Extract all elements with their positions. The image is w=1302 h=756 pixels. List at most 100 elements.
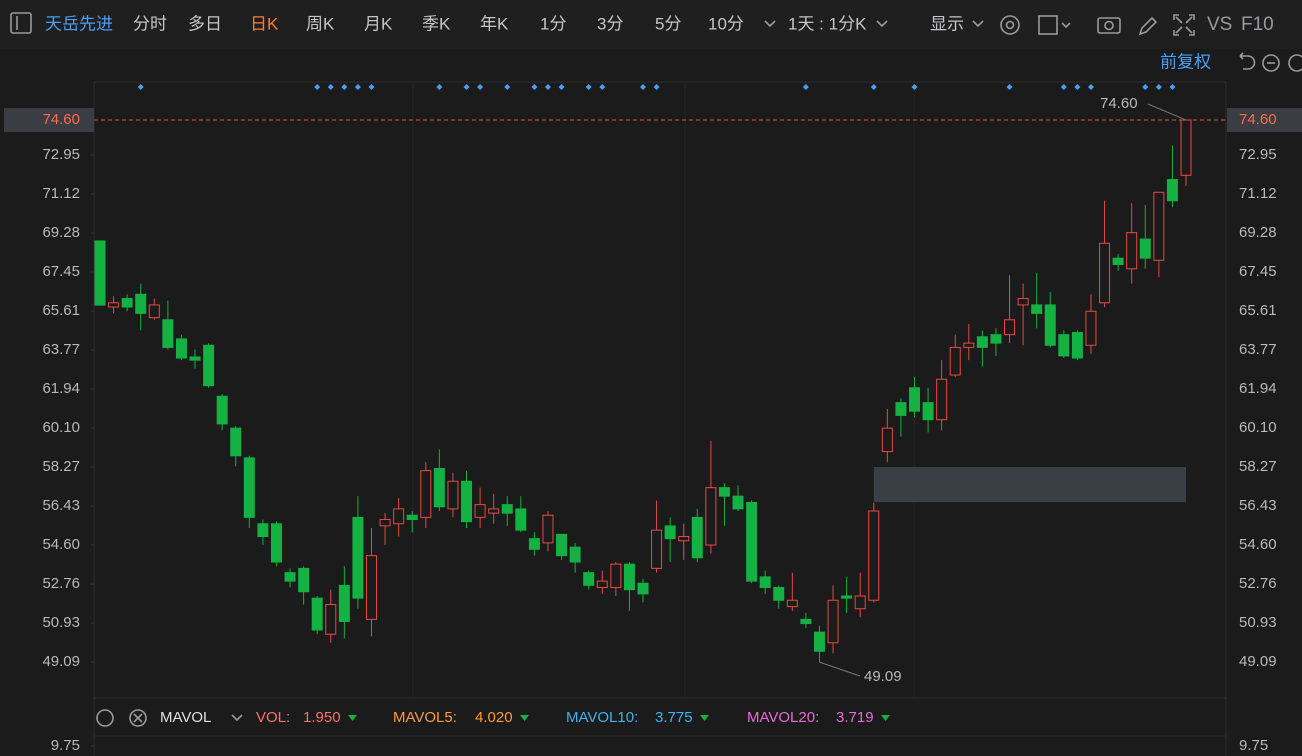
event-marker[interactable] xyxy=(911,84,918,90)
event-marker[interactable] xyxy=(463,84,470,90)
candle-body xyxy=(1112,257,1124,266)
y-tick-label-right: 72.95 xyxy=(1239,146,1277,163)
vs-button[interactable]: VS xyxy=(1207,14,1232,35)
icon-part xyxy=(133,713,143,723)
volume-legend-name: MAVOL5: xyxy=(393,709,457,726)
event-marker[interactable] xyxy=(341,84,348,90)
event-marker[interactable] xyxy=(585,84,592,90)
candle-body xyxy=(379,519,391,527)
candle-body xyxy=(718,487,730,497)
candle-body xyxy=(325,604,337,635)
y-tick-label: 52.76 xyxy=(42,575,80,592)
timeframe-tab[interactable]: 3分 xyxy=(597,14,623,33)
y-tick-label-right: 54.60 xyxy=(1239,536,1277,553)
stock-name[interactable]: 天岳先进 xyxy=(45,14,113,33)
candle-body xyxy=(135,293,147,314)
style-icon[interactable] xyxy=(1038,15,1058,35)
undo-icon[interactable] xyxy=(1239,52,1256,70)
timeframe-tab[interactable]: 分时 xyxy=(133,14,167,33)
volume-indicator[interactable]: MAVOL xyxy=(160,709,211,726)
timeframe-tab[interactable]: 10分 xyxy=(708,14,744,33)
candle-body xyxy=(881,427,893,453)
event-marker[interactable] xyxy=(436,84,443,90)
dropdown[interactable] xyxy=(972,20,984,28)
event-marker[interactable] xyxy=(544,84,551,90)
event-marker[interactable] xyxy=(802,84,809,90)
candle-body xyxy=(1031,304,1043,314)
candle-body xyxy=(447,480,459,510)
event-marker[interactable] xyxy=(354,84,361,90)
candle-body xyxy=(1126,232,1138,270)
candle-body xyxy=(678,536,690,542)
event-marker[interactable] xyxy=(504,84,511,90)
candle-body xyxy=(651,529,663,569)
event-marker[interactable] xyxy=(1074,84,1081,90)
y-tick-label: 69.28 xyxy=(42,224,80,241)
candle-body xyxy=(542,514,554,544)
volume-legend-name: MAVOL20: xyxy=(747,709,819,726)
candle-body xyxy=(800,618,812,625)
interval[interactable]: 1天 : 1分K xyxy=(788,14,867,33)
dropdown[interactable] xyxy=(231,714,243,722)
timeframe-tab[interactable]: 5分 xyxy=(655,14,681,33)
event-marker[interactable] xyxy=(640,84,646,90)
candle-body xyxy=(637,582,649,595)
event-marker[interactable] xyxy=(327,84,334,90)
event-marker[interactable] xyxy=(1169,84,1176,90)
event-marker[interactable] xyxy=(653,84,660,90)
camera-icon[interactable] xyxy=(1097,17,1121,34)
event-marker[interactable] xyxy=(531,84,538,90)
timeframe-tab[interactable]: 季K xyxy=(422,14,451,33)
display-menu[interactable]: 显示 xyxy=(930,14,964,33)
zoom-in[interactable] xyxy=(1288,54,1302,72)
candle-body xyxy=(963,342,975,348)
y-tick-label: 72.95 xyxy=(42,146,80,163)
event-marker[interactable] xyxy=(1060,84,1067,90)
candle-body xyxy=(162,319,174,348)
volume-legend-value: 3.775 xyxy=(655,709,693,726)
timeframe-tab[interactable]: 月K xyxy=(364,14,393,33)
event-marker[interactable] xyxy=(477,84,484,90)
sidebar-toggle[interactable] xyxy=(10,12,32,34)
event-marker[interactable] xyxy=(1142,84,1149,90)
zoom-out[interactable] xyxy=(1262,54,1280,72)
dropdown[interactable] xyxy=(876,20,888,28)
candle-body xyxy=(488,508,500,514)
settings-icon[interactable] xyxy=(1000,15,1020,35)
adjust-mode[interactable]: 前复权 xyxy=(1160,52,1211,71)
candle-body xyxy=(746,502,758,582)
event-marker[interactable] xyxy=(314,84,321,90)
candle-body xyxy=(230,427,242,457)
fullscreen-icon[interactable] xyxy=(1173,14,1195,36)
candle-body xyxy=(691,516,703,559)
y-tick-label: 61.94 xyxy=(42,380,80,397)
dropdown[interactable] xyxy=(1061,22,1071,29)
y-tick-label: 58.27 xyxy=(42,458,80,475)
timeframe-tab[interactable]: 年K xyxy=(480,14,509,33)
y-tick-label: 56.43 xyxy=(42,497,80,514)
volume-tick-label-right: 9.75 xyxy=(1239,737,1268,754)
event-marker[interactable] xyxy=(558,84,565,90)
timeframe-tab[interactable]: 日K xyxy=(250,14,279,33)
timeframe-tab[interactable]: 多日 xyxy=(188,14,222,33)
volume-close[interactable] xyxy=(129,709,147,727)
f10-button[interactable]: F10 xyxy=(1241,14,1274,35)
dropdown[interactable] xyxy=(764,20,776,28)
candle-body xyxy=(189,356,201,361)
candle-body xyxy=(474,504,486,518)
event-marker[interactable] xyxy=(599,84,606,90)
volume-settings[interactable] xyxy=(96,709,114,727)
timeframe-tab[interactable]: 周K xyxy=(306,14,335,33)
event-marker[interactable] xyxy=(1087,84,1094,90)
y-tick-label-right: 71.12 xyxy=(1239,185,1277,202)
draw-icon[interactable] xyxy=(1138,16,1158,36)
toolbar xyxy=(0,0,1302,49)
timeframe-tab[interactable]: 1分 xyxy=(540,14,566,33)
candle-body xyxy=(1180,119,1192,176)
event-marker[interactable] xyxy=(1155,84,1162,90)
candle-body xyxy=(515,508,527,531)
event-marker[interactable] xyxy=(368,84,375,90)
event-marker[interactable] xyxy=(137,84,144,90)
event-marker[interactable] xyxy=(870,84,877,90)
event-marker[interactable] xyxy=(1006,84,1013,90)
